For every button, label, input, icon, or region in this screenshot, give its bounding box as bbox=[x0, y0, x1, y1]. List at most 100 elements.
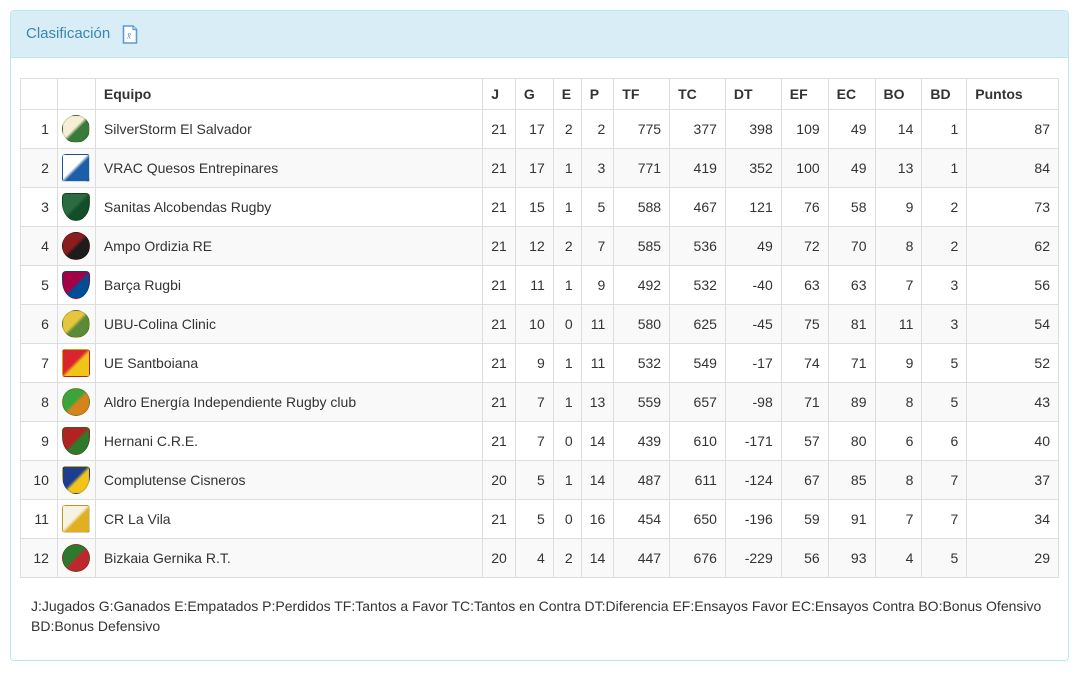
total-points-cell: 54 bbox=[966, 304, 1059, 344]
won-cell: 12 bbox=[514, 226, 554, 266]
won-cell: 17 bbox=[514, 109, 554, 149]
won-cell: 17 bbox=[514, 148, 554, 188]
offensive-bonus-cell: 8 bbox=[874, 460, 923, 500]
rank-cell: 11 bbox=[20, 499, 58, 539]
played-cell: 21 bbox=[482, 226, 516, 266]
column-header-BO: BO bbox=[874, 78, 923, 110]
tries-against-cell: 85 bbox=[827, 460, 876, 500]
tries-for-cell: 67 bbox=[780, 460, 829, 500]
table-row: 12 Bizkaia Gernika R.T. 20 4 2 14 447 676 -229 56… bbox=[20, 538, 1059, 578]
team-crest-icon bbox=[62, 310, 91, 338]
column-header-P: P bbox=[580, 78, 615, 110]
total-points-cell: 40 bbox=[966, 421, 1059, 461]
table-row: 4 Ampo Ordizia RE 21 12 2 7 585 536 49 72 70 8 2 62 bbox=[20, 226, 1059, 266]
column-header-Puntos: Puntos bbox=[966, 78, 1059, 110]
points-against-cell: 676 bbox=[669, 538, 726, 578]
played-cell: 21 bbox=[482, 304, 516, 344]
points-against-cell: 625 bbox=[669, 304, 726, 344]
team-name: UE Santboiana bbox=[94, 343, 484, 383]
lost-cell: 3 bbox=[580, 148, 615, 188]
column-header-DT: DT bbox=[724, 78, 782, 110]
offensive-bonus-cell: 8 bbox=[874, 382, 923, 422]
panel-body: Equipo J G E P TF TC DT EF EC BO BD Puntos 1 SilverSt… bbox=[11, 58, 1068, 660]
difference-cell: 121 bbox=[724, 187, 782, 227]
tries-against-cell: 91 bbox=[827, 499, 876, 539]
column-header-BD: BD bbox=[921, 78, 968, 110]
lost-cell: 14 bbox=[580, 421, 615, 461]
points-against-cell: 610 bbox=[669, 421, 726, 461]
team-logo-cell bbox=[56, 538, 96, 578]
defensive-bonus-cell: 5 bbox=[921, 382, 968, 422]
team-logo-cell bbox=[56, 421, 96, 461]
defensive-bonus-cell: 3 bbox=[921, 265, 968, 305]
offensive-bonus-cell: 9 bbox=[874, 343, 923, 383]
defensive-bonus-cell: 2 bbox=[921, 187, 968, 227]
rank-cell: 7 bbox=[20, 343, 58, 383]
table-header-row: Equipo J G E P TF TC DT EF EC BO BD Puntos bbox=[20, 78, 1059, 110]
excel-export-icon[interactable]: x̄ bbox=[122, 24, 138, 44]
points-against-cell: 657 bbox=[669, 382, 726, 422]
lost-cell: 16 bbox=[580, 499, 615, 539]
difference-cell: -196 bbox=[724, 499, 782, 539]
drawn-cell: 2 bbox=[552, 226, 582, 266]
team-crest-icon bbox=[62, 154, 91, 182]
played-cell: 21 bbox=[482, 148, 516, 188]
column-header-EC: EC bbox=[827, 78, 876, 110]
team-crest-icon bbox=[62, 349, 91, 377]
points-for-cell: 492 bbox=[613, 265, 671, 305]
team-name: Barça Rugbi bbox=[94, 265, 484, 305]
team-logo-cell bbox=[56, 304, 96, 344]
tries-against-cell: 89 bbox=[827, 382, 876, 422]
lost-cell: 9 bbox=[580, 265, 615, 305]
won-cell: 7 bbox=[514, 382, 554, 422]
drawn-cell: 1 bbox=[552, 460, 582, 500]
won-cell: 9 bbox=[514, 343, 554, 383]
offensive-bonus-cell: 13 bbox=[874, 148, 923, 188]
offensive-bonus-cell: 8 bbox=[874, 226, 923, 266]
tries-for-cell: 76 bbox=[780, 187, 829, 227]
team-crest-icon bbox=[62, 466, 91, 494]
team-logo-cell bbox=[56, 109, 96, 149]
lost-cell: 11 bbox=[580, 343, 615, 383]
played-cell: 21 bbox=[482, 421, 516, 461]
team-crest-icon bbox=[62, 193, 91, 221]
tries-for-cell: 75 bbox=[780, 304, 829, 344]
panel-title: Clasificación bbox=[26, 25, 111, 42]
difference-cell: -17 bbox=[724, 343, 782, 383]
offensive-bonus-cell: 6 bbox=[874, 421, 923, 461]
points-against-cell: 549 bbox=[669, 343, 726, 383]
table-row: 9 Hernani C.R.E. 21 7 0 14 439 610 -171 57 80 6 6 40 bbox=[20, 421, 1059, 461]
tries-against-cell: 71 bbox=[827, 343, 876, 383]
column-header-TF: TF bbox=[613, 78, 671, 110]
table-row: 11 CR La Vila 21 5 0 16 454 650 -196 59 91 7 7 34 bbox=[20, 499, 1059, 539]
points-for-cell: 588 bbox=[613, 187, 671, 227]
rank-cell: 5 bbox=[20, 265, 58, 305]
total-points-cell: 56 bbox=[966, 265, 1059, 305]
played-cell: 21 bbox=[482, 382, 516, 422]
points-for-cell: 775 bbox=[613, 109, 671, 149]
tries-for-cell: 74 bbox=[780, 343, 829, 383]
points-against-cell: 419 bbox=[669, 148, 726, 188]
points-for-cell: 771 bbox=[613, 148, 671, 188]
points-against-cell: 467 bbox=[669, 187, 726, 227]
defensive-bonus-cell: 6 bbox=[921, 421, 968, 461]
played-cell: 21 bbox=[482, 187, 516, 227]
rank-cell: 1 bbox=[20, 109, 58, 149]
team-crest-icon bbox=[62, 388, 91, 416]
tries-for-cell: 59 bbox=[780, 499, 829, 539]
table-row: 2 VRAC Quesos Entrepinares 21 17 1 3 771 419 352… bbox=[20, 148, 1059, 188]
standings-table: Equipo J G E P TF TC DT EF EC BO BD Puntos 1 SilverSt… bbox=[20, 78, 1059, 578]
team-logo-cell bbox=[56, 148, 96, 188]
drawn-cell: 2 bbox=[552, 109, 582, 149]
rank-cell: 12 bbox=[20, 538, 58, 578]
points-for-cell: 439 bbox=[613, 421, 671, 461]
defensive-bonus-cell: 7 bbox=[921, 460, 968, 500]
team-logo-cell bbox=[56, 343, 96, 383]
rank-cell: 2 bbox=[20, 148, 58, 188]
defensive-bonus-cell: 1 bbox=[921, 148, 968, 188]
tries-for-cell: 56 bbox=[780, 538, 829, 578]
played-cell: 20 bbox=[482, 538, 516, 578]
team-name: Hernani C.R.E. bbox=[94, 421, 484, 461]
team-logo-cell bbox=[56, 265, 96, 305]
team-crest-icon bbox=[62, 232, 91, 260]
